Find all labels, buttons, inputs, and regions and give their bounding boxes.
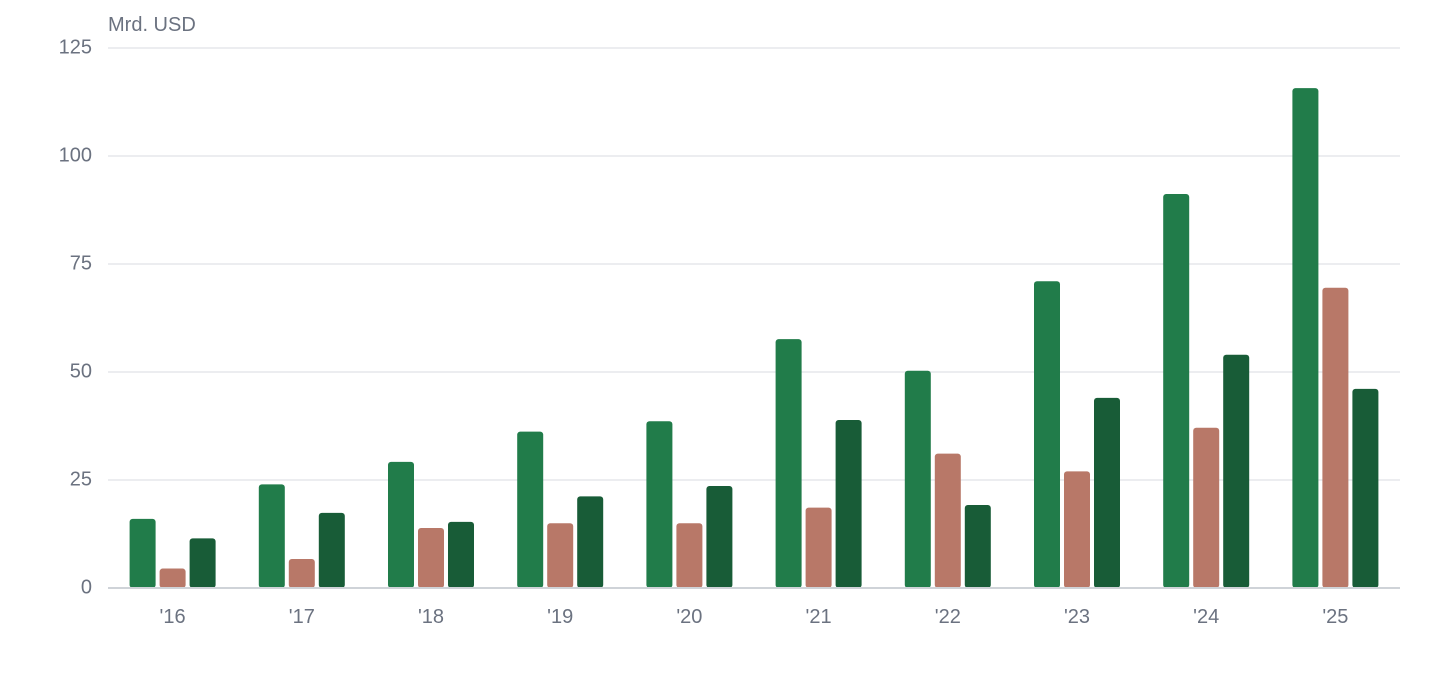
bar-series-3 (448, 521, 474, 588)
bar-series-3 (706, 486, 733, 588)
x-tick-label: '18 (418, 606, 444, 628)
bar-series-2 (676, 523, 703, 588)
x-tick-label: '23 (1064, 606, 1090, 628)
x-tick-label: '19 (547, 606, 573, 628)
y-axis-ticks: 0 25 50 75 100 125 (59, 36, 92, 598)
bar-series-2 (547, 523, 574, 588)
bar-series-3 (1352, 388, 1379, 588)
bar-series-1 (1034, 281, 1060, 588)
y-tick-label: 0 (81, 576, 92, 598)
bar-series-1 (1292, 88, 1319, 589)
bar-series-2 (1064, 471, 1090, 588)
y-tick-label: 75 (70, 252, 92, 274)
bar-series-1 (129, 518, 156, 588)
bar-series-3 (1223, 354, 1250, 588)
bar-series-1 (775, 339, 802, 588)
unit-label: Mrd. USD (108, 14, 196, 36)
bar-series-3 (964, 505, 991, 588)
y-tick-label: 50 (70, 360, 92, 382)
x-tick-label: '22 (935, 606, 961, 628)
bar-series-1 (646, 421, 673, 588)
x-tick-label: '24 (1193, 606, 1219, 628)
bar-series-3 (1094, 397, 1120, 588)
x-tick-label: '16 (160, 606, 186, 628)
x-tick-label: '17 (289, 606, 315, 628)
bar-series-3 (318, 512, 345, 588)
x-axis-ticks: '16 '17 '18 '19 '20 '21 '22 '23 '24 '25 (160, 606, 1349, 628)
bar-series-1 (517, 431, 544, 588)
bar-series-1 (1163, 194, 1190, 589)
bar-series-2 (805, 507, 832, 588)
bar-series-2 (159, 568, 186, 588)
y-tick-label: 125 (59, 36, 92, 58)
y-tick-label: 25 (70, 468, 92, 490)
bar-series-2 (418, 527, 444, 588)
gridlines (108, 47, 1400, 481)
bar-series-3 (577, 496, 604, 588)
bar-series-1 (904, 370, 931, 588)
bar-series-2 (1322, 287, 1349, 588)
x-tick-label: '21 (806, 606, 832, 628)
bar-series-3 (189, 538, 216, 588)
x-tick-label: '20 (676, 606, 702, 628)
bar-series-3 (835, 419, 862, 588)
y-tick-label: 100 (59, 144, 92, 166)
bar-series-1 (388, 461, 414, 588)
bar-series-2 (1193, 427, 1220, 588)
x-tick-label: '25 (1322, 606, 1348, 628)
bar-series-1 (258, 484, 285, 588)
bar-series-2 (288, 559, 315, 588)
bar-series-2 (934, 453, 961, 588)
bars (129, 88, 1379, 589)
